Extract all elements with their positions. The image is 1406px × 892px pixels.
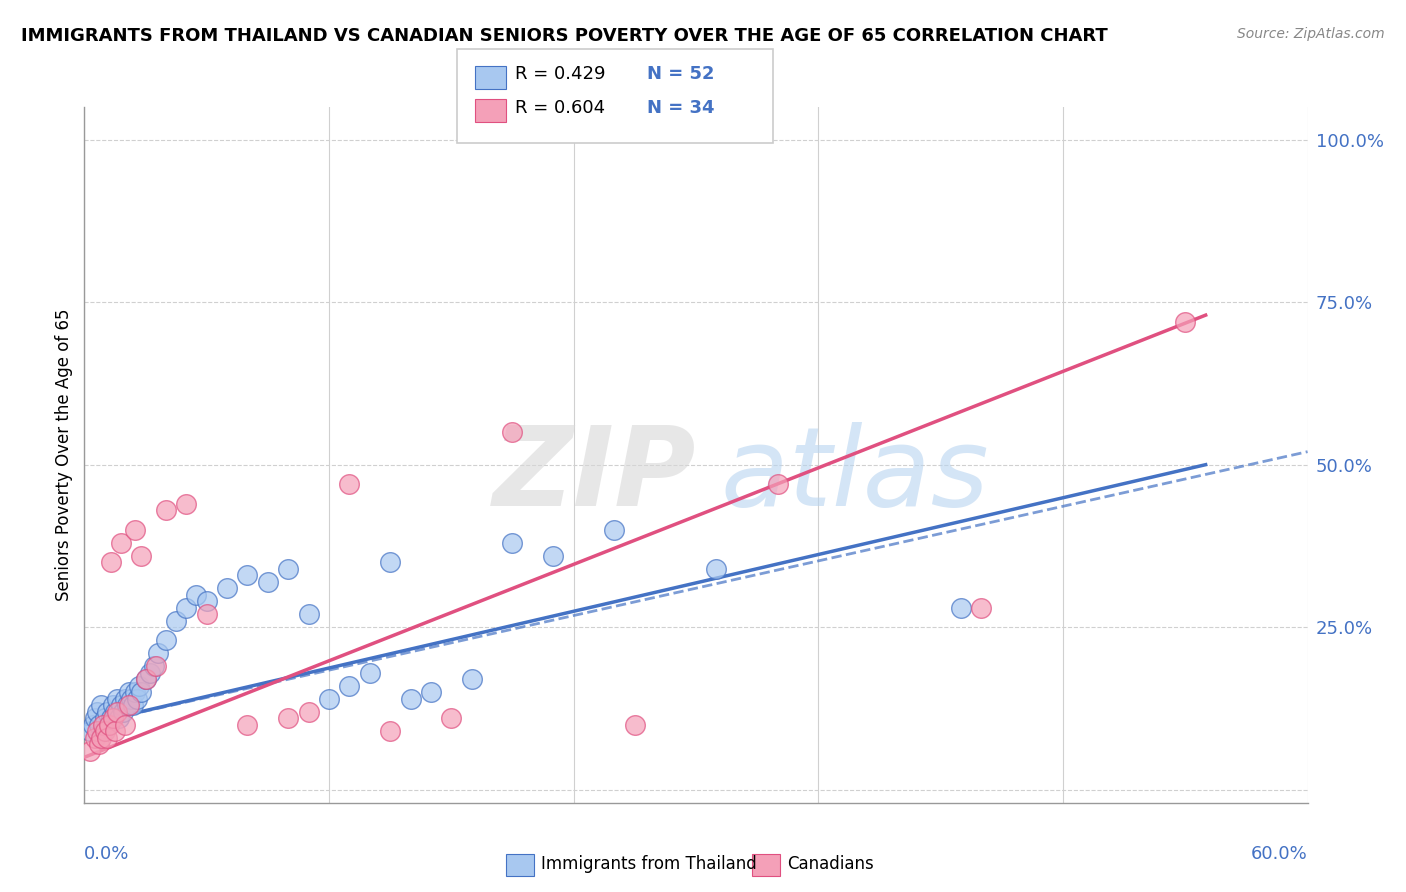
Point (83, 711, 105, 725)
Point (603, 523, 626, 537)
Point (138, 665, 160, 680)
Text: R = 0.429: R = 0.429 (515, 65, 605, 83)
Point (277, 562, 299, 576)
Point (122, 698, 145, 713)
Point (1174, 315, 1197, 329)
Text: 60.0%: 60.0% (1251, 845, 1308, 863)
Point (87, 737, 110, 751)
Point (128, 679, 150, 693)
Text: N = 34: N = 34 (647, 99, 714, 117)
Point (399, 691, 422, 706)
Point (79, 744, 101, 758)
Point (174, 600, 197, 615)
Point (131, 549, 153, 563)
Point (135, 672, 157, 686)
Point (114, 718, 136, 732)
Point (110, 698, 132, 713)
Point (114, 691, 136, 706)
Text: N = 52: N = 52 (647, 65, 714, 83)
Text: Canadians: Canadians (787, 855, 875, 873)
Point (380, 555, 402, 569)
Point (101, 711, 124, 725)
Point (339, 679, 360, 693)
Point (97, 718, 120, 732)
Point (186, 588, 208, 602)
Point (91, 724, 114, 739)
Point (97, 718, 120, 732)
Point (104, 724, 127, 739)
Point (86, 705, 108, 719)
Point (146, 646, 169, 660)
Point (501, 535, 523, 549)
Point (93, 724, 115, 739)
Point (105, 691, 128, 706)
Point (127, 691, 149, 706)
Point (87, 718, 110, 732)
Point (104, 705, 127, 719)
Point (624, 718, 647, 732)
Text: Source: ZipAtlas.com: Source: ZipAtlas.com (1237, 27, 1385, 41)
Point (543, 549, 565, 563)
Point (142, 659, 165, 673)
Point (420, 685, 443, 699)
Point (79, 724, 101, 739)
Point (83, 731, 105, 745)
Point (174, 497, 197, 511)
Point (110, 535, 132, 549)
Point (359, 665, 381, 680)
Point (100, 555, 122, 569)
Point (96, 705, 118, 719)
Point (118, 685, 141, 699)
Point (195, 607, 218, 622)
Point (91, 718, 114, 732)
Point (236, 568, 259, 582)
Point (120, 691, 142, 706)
Point (96, 731, 118, 745)
Point (236, 718, 259, 732)
Point (217, 581, 239, 595)
Point (101, 698, 124, 713)
Point (115, 698, 138, 713)
Point (145, 659, 167, 673)
Point (950, 600, 973, 615)
Point (124, 523, 146, 537)
Point (165, 614, 187, 628)
Point (90, 731, 112, 745)
Point (440, 711, 463, 725)
Text: IMMIGRANTS FROM THAILAND VS CANADIAN SENIORS POVERTY OVER THE AGE OF 65 CORRELAT: IMMIGRANTS FROM THAILAND VS CANADIAN SEN… (21, 27, 1108, 45)
Point (108, 711, 131, 725)
Point (195, 594, 218, 608)
Point (257, 574, 280, 589)
Point (82, 718, 104, 732)
Point (86, 724, 108, 739)
Point (970, 600, 993, 615)
Point (380, 724, 402, 739)
Point (766, 477, 789, 491)
Point (155, 503, 177, 517)
Point (318, 691, 340, 706)
Text: 0.0%: 0.0% (84, 845, 129, 863)
Point (704, 562, 728, 576)
Point (501, 425, 523, 439)
Point (100, 711, 122, 725)
Text: R = 0.604: R = 0.604 (515, 99, 605, 117)
Y-axis label: Seniors Poverty Over the Age of 65: Seniors Poverty Over the Age of 65 (55, 309, 73, 601)
Point (93, 711, 115, 725)
Point (461, 672, 484, 686)
Point (124, 685, 146, 699)
Point (339, 477, 360, 491)
Point (155, 633, 177, 648)
Text: ZIP: ZIP (492, 422, 696, 529)
Text: Immigrants from Thailand: Immigrants from Thailand (541, 855, 756, 873)
Point (298, 607, 321, 622)
Point (131, 685, 153, 699)
Point (90, 698, 112, 713)
Text: atlas: atlas (720, 422, 988, 529)
Point (298, 705, 321, 719)
Point (112, 705, 135, 719)
Point (135, 672, 157, 686)
Point (277, 711, 299, 725)
Point (105, 705, 128, 719)
Point (118, 698, 141, 713)
